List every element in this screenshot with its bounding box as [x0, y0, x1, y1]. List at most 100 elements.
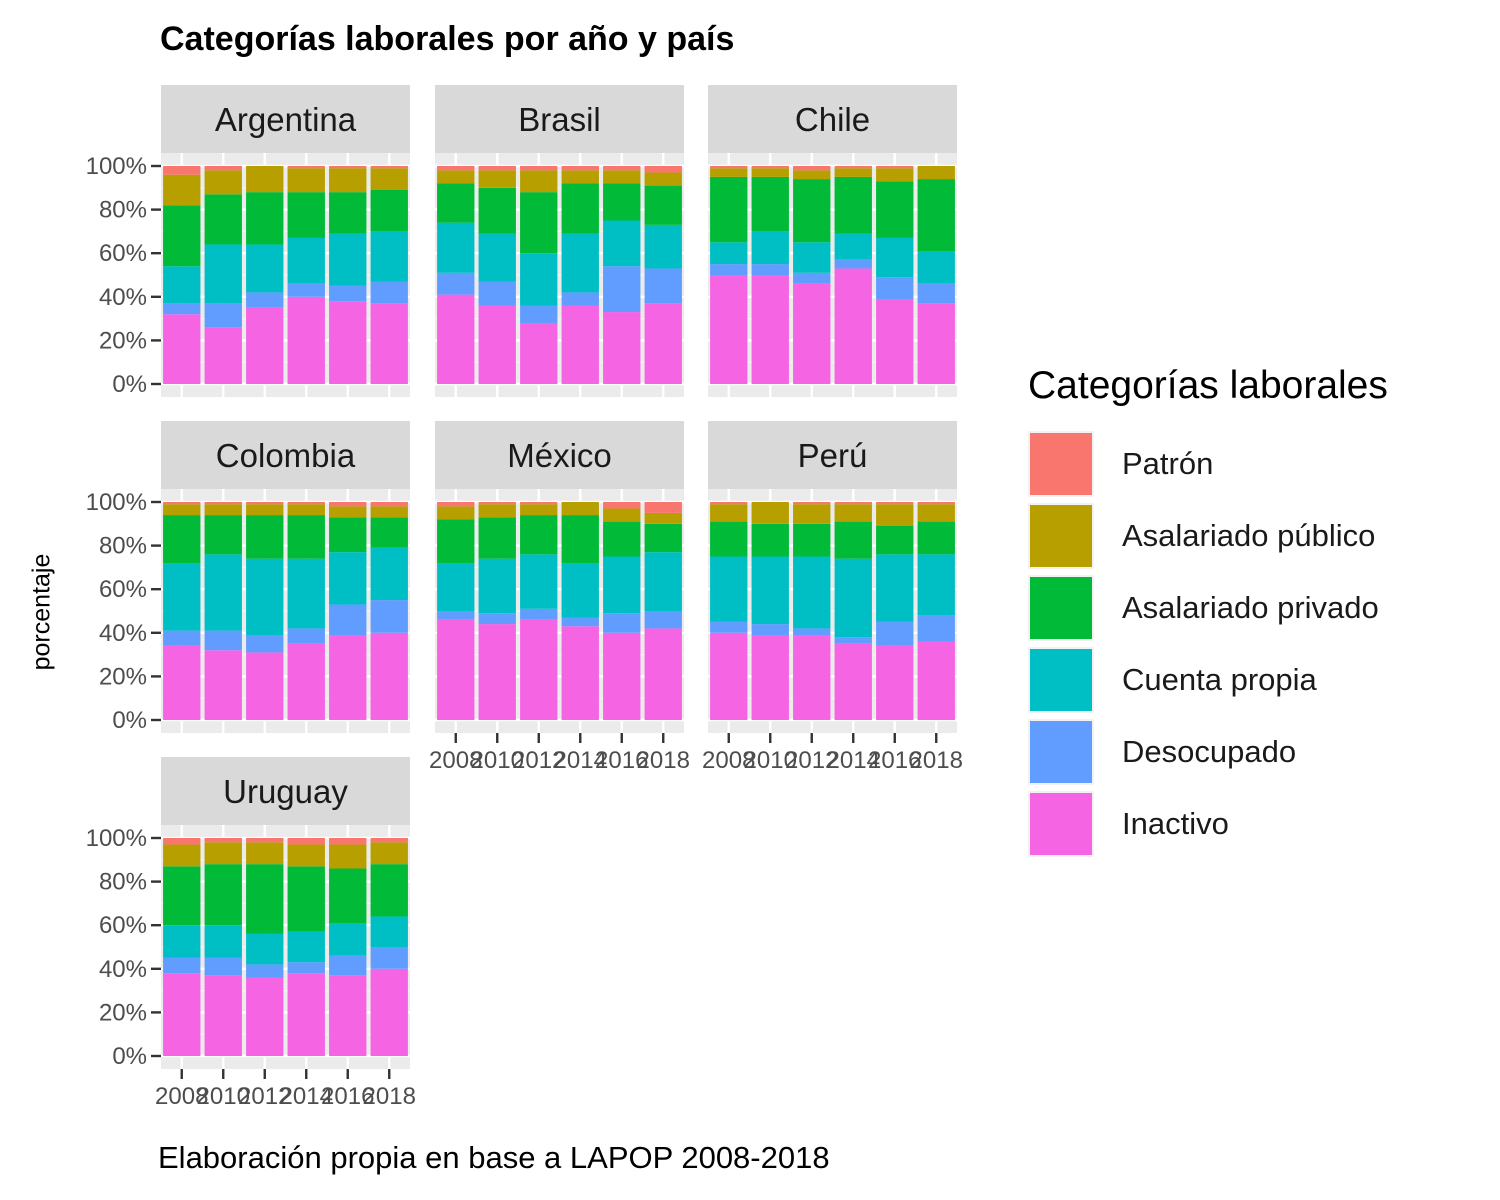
bar-peru-2008-patron: [710, 502, 748, 505]
bar-uruguay-2008-asalariado-publico: [163, 844, 201, 867]
legend-item-cuenta-propia: Cuenta propia: [1028, 644, 1388, 716]
bar-mexico-2012-asalariado-publico: [520, 504, 558, 516]
y-tick-label: 80%: [99, 869, 147, 896]
bar-colombia-2012-asalariado-privado: [246, 515, 284, 559]
x-tick-label: 2012: [512, 747, 565, 774]
bar-mexico-2008-desocupado: [437, 611, 475, 620]
bar-colombia-2010-cuenta-propia: [204, 554, 242, 631]
bar-argentina-2008-patron: [163, 166, 201, 175]
bar-uruguay-2008-asalariado-privado: [163, 866, 201, 926]
bar-colombia-2012-asalariado-publico: [246, 504, 284, 516]
bar-uruguay-2018-desocupado: [370, 947, 408, 969]
bar-peru-2012-desocupado: [793, 628, 831, 635]
bar-argentina-2018-inactivo: [370, 303, 408, 384]
bar-brasil-2016-desocupado: [603, 266, 641, 313]
bar-brasil-2008-asalariado-publico: [437, 170, 475, 184]
bar-mexico-2010-desocupado: [478, 613, 516, 625]
bar-colombia-2012-cuenta-propia: [246, 558, 284, 635]
bar-mexico-2010-patron: [478, 502, 516, 505]
y-tick-label: 100%: [86, 153, 147, 180]
bar-mexico-2018-desocupado: [644, 611, 682, 629]
bar-argentina-2016-desocupado: [329, 285, 367, 302]
bar-chile-2016-asalariado-privado: [876, 181, 914, 238]
bar-colombia-2014-desocupado: [287, 628, 325, 644]
x-tick-label: 2014: [280, 1083, 333, 1110]
bar-uruguay-2016-inactivo: [329, 975, 367, 1056]
bar-brasil-2008-desocupado: [437, 272, 475, 295]
bar-argentina-2008-cuenta-propia: [163, 266, 201, 304]
bar-mexico-2012-cuenta-propia: [520, 554, 558, 609]
bar-peru-2014-asalariado-privado: [834, 521, 872, 559]
bar-chile-2018-asalariado-publico: [917, 166, 955, 180]
facet-strip-brasil: [435, 85, 684, 153]
bar-mexico-2014-asalariado-privado: [561, 515, 599, 564]
bar-colombia-2016-asalariado-privado: [329, 517, 367, 553]
bar-mexico-2016-cuenta-propia: [603, 556, 641, 614]
bar-brasil-2014-cuenta-propia: [561, 233, 599, 293]
y-tick-label: 60%: [99, 240, 147, 267]
bar-peru-2010-inactivo: [751, 634, 789, 720]
bar-uruguay-2008-inactivo: [163, 973, 201, 1056]
bar-colombia-2008-asalariado-publico: [163, 504, 201, 516]
bar-uruguay-2016-cuenta-propia: [329, 923, 367, 956]
bar-mexico-2018-inactivo: [644, 628, 682, 720]
bar-argentina-2012-cuenta-propia: [246, 244, 284, 293]
bar-argentina-2014-cuenta-propia: [287, 237, 325, 284]
bar-mexico-2012-desocupado: [520, 608, 558, 620]
legend-key-cuenta-propia: [1028, 647, 1094, 713]
bar-uruguay-2012-inactivo: [246, 977, 284, 1056]
bar-chile-2014-desocupado: [834, 259, 872, 269]
legend-key-inactivo: [1028, 791, 1094, 857]
x-tick-label: 2012: [785, 747, 838, 774]
y-tick-label: 60%: [99, 576, 147, 603]
bar-colombia-2016-inactivo: [329, 634, 367, 720]
legend-label-desocupado: Desocupado: [1122, 734, 1297, 769]
facet-strip-mexico: [435, 421, 684, 489]
y-tick-label: 20%: [99, 999, 147, 1026]
bar-argentina-2016-cuenta-propia: [329, 233, 367, 286]
bar-colombia-2018-patron: [370, 502, 408, 507]
bar-colombia-2018-asalariado-privado: [370, 517, 408, 548]
bar-brasil-2018-cuenta-propia: [644, 224, 682, 269]
bar-brasil-2012-asalariado-privado: [520, 192, 558, 254]
bar-peru-2010-desocupado: [751, 624, 789, 635]
legend-item-desocupado: Desocupado: [1028, 716, 1388, 788]
bar-mexico-2010-asalariado-privado: [478, 517, 516, 559]
facet-label-chile: Chile: [795, 101, 870, 138]
bar-uruguay-2018-patron: [370, 838, 408, 843]
bar-chile-2012-asalariado-publico: [793, 170, 831, 180]
x-tick-label: 2008: [702, 747, 755, 774]
bar-mexico-2008-cuenta-propia: [437, 563, 475, 611]
bar-colombia-2008-inactivo: [163, 645, 201, 720]
bar-peru-2012-inactivo: [793, 634, 831, 720]
bar-uruguay-2012-cuenta-propia: [246, 933, 284, 965]
bar-peru-2008-desocupado: [710, 621, 748, 633]
x-tick-label: 2018: [910, 747, 963, 774]
bar-mexico-2010-cuenta-propia: [478, 558, 516, 614]
bar-chile-2018-cuenta-propia: [917, 251, 955, 284]
y-tick-label: 20%: [99, 663, 147, 690]
facet-strip-argentina: [161, 85, 410, 153]
bar-peru-2016-inactivo: [876, 645, 914, 720]
bar-argentina-2012-asalariado-privado: [246, 192, 284, 245]
bar-brasil-2010-inactivo: [478, 305, 516, 384]
bar-chile-2014-inactivo: [834, 268, 872, 384]
bar-argentina-2008-inactivo: [163, 314, 201, 384]
bar-argentina-2016-asalariado-publico: [329, 168, 367, 193]
x-tick-label: 2012: [238, 1083, 291, 1110]
bar-colombia-2008-desocupado: [163, 630, 201, 646]
bar-argentina-2018-patron: [370, 166, 408, 169]
bar-colombia-2012-inactivo: [246, 652, 284, 720]
bar-mexico-2010-asalariado-publico: [478, 504, 516, 518]
bar-chile-2012-asalariado-privado: [793, 179, 831, 243]
bar-brasil-2010-asalariado-privado: [478, 187, 516, 234]
bar-brasil-2012-cuenta-propia: [520, 253, 558, 306]
bar-argentina-2018-desocupado: [370, 281, 408, 304]
bar-argentina-2016-patron: [329, 166, 367, 169]
bar-brasil-2014-desocupado: [561, 292, 599, 306]
legend-label-cuenta-propia: Cuenta propia: [1122, 662, 1317, 697]
bar-uruguay-2016-desocupado: [329, 955, 367, 976]
bar-mexico-2018-cuenta-propia: [644, 552, 682, 611]
bar-mexico-2018-asalariado-privado: [644, 523, 682, 553]
bar-chile-2016-asalariado-publico: [876, 168, 914, 182]
